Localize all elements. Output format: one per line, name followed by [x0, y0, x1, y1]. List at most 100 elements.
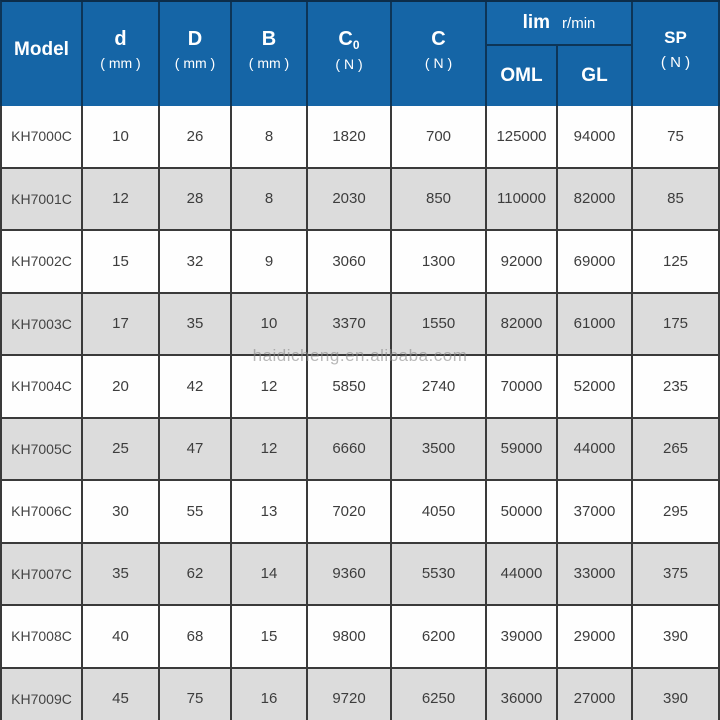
- model-cell: KH7009C: [2, 668, 83, 720]
- value-cell: 15: [83, 231, 160, 292]
- value-cell: 700: [392, 106, 487, 167]
- value-cell: 13: [232, 481, 308, 542]
- header-cell-oml: OML: [487, 46, 558, 106]
- value-cell: 26: [160, 106, 232, 167]
- model-cell: KH7008C: [2, 606, 83, 667]
- value-cell: 375: [633, 543, 720, 604]
- value-cell: 5530: [392, 543, 487, 604]
- model-cell: KH7007C: [2, 543, 83, 604]
- header-label-model: Model: [14, 39, 69, 61]
- value-cell: 6660: [308, 418, 392, 479]
- model-cell: KH7000C: [2, 106, 83, 167]
- model-cell: KH7005C: [2, 418, 83, 479]
- value-cell: 6200: [392, 606, 487, 667]
- value-cell: 28: [160, 168, 232, 229]
- header-unit-B: ( mm ): [248, 55, 290, 72]
- value-cell: 94000: [558, 106, 633, 167]
- header-label-B: B: [261, 28, 277, 51]
- table-row: KH7004C 20 42 12 5850 2740 70000 52000 235: [2, 356, 720, 419]
- value-cell: 5850: [308, 356, 392, 417]
- header-cell-C: C ( N ): [392, 2, 487, 106]
- model-cell: KH7006C: [2, 481, 83, 542]
- value-cell: 16: [232, 668, 308, 720]
- value-cell: 42: [160, 356, 232, 417]
- table-row: KH7009C 45 75 16 9720 6250 36000 27000 390: [2, 668, 720, 720]
- value-cell: 85: [633, 168, 720, 229]
- value-cell: 265: [633, 418, 720, 479]
- header-unit-sp: ( N ): [660, 54, 691, 72]
- table-body: KH7000C 10 26 8 1820 700 125000 94000 75 KH7001C 1…: [0, 106, 720, 720]
- value-cell: 45: [83, 668, 160, 720]
- value-cell: 50000: [487, 481, 558, 542]
- value-cell: 62: [160, 543, 232, 604]
- model-cell: KH7003C: [2, 293, 83, 354]
- value-cell: 4050: [392, 481, 487, 542]
- value-cell: 8: [232, 106, 308, 167]
- value-cell: 69000: [558, 231, 633, 292]
- value-cell: 52000: [558, 356, 633, 417]
- value-cell: 25: [83, 418, 160, 479]
- value-cell: 235: [633, 356, 720, 417]
- header-label-C: C: [431, 28, 446, 51]
- value-cell: 82000: [558, 168, 633, 229]
- header-cell-lim-rpm: lim r/min: [487, 2, 633, 46]
- value-cell: 8: [232, 168, 308, 229]
- header-cell-sp: SP ( N ): [633, 2, 720, 106]
- value-cell: 9360: [308, 543, 392, 604]
- header-unit-d: ( mm ): [100, 55, 141, 72]
- value-cell: 27000: [558, 668, 633, 720]
- table-row: KH7007C 35 62 14 9360 5530 44000 33000 375: [2, 543, 720, 606]
- table-row: KH7006C 30 55 13 7020 4050 50000 37000 295: [2, 481, 720, 544]
- value-cell: 40: [83, 606, 160, 667]
- value-cell: 32: [160, 231, 232, 292]
- header-label-lim: lim: [522, 12, 551, 33]
- table-row: KH7008C 40 68 15 9800 6200 39000 29000 390: [2, 606, 720, 669]
- value-cell: 37000: [558, 481, 633, 542]
- value-cell: 47: [160, 418, 232, 479]
- value-cell: 2030: [308, 168, 392, 229]
- header-unit-C: ( N ): [424, 55, 453, 72]
- table-row: KH7005C 25 47 12 6660 3500 59000 44000 265: [2, 418, 720, 481]
- value-cell: 44000: [558, 418, 633, 479]
- value-cell: 29000: [558, 606, 633, 667]
- value-cell: 33000: [558, 543, 633, 604]
- value-cell: 75: [160, 668, 232, 720]
- value-cell: 7020: [308, 481, 392, 542]
- value-cell: 125000: [487, 106, 558, 167]
- value-cell: 17: [83, 293, 160, 354]
- value-cell: 10: [232, 293, 308, 354]
- value-cell: 75: [633, 106, 720, 167]
- value-cell: 12: [232, 356, 308, 417]
- table-row: KH7000C 10 26 8 1820 700 125000 94000 75: [2, 106, 720, 169]
- value-cell: 3370: [308, 293, 392, 354]
- model-cell: KH7001C: [2, 168, 83, 229]
- header-cell-model: Model: [2, 2, 83, 106]
- value-cell: 44000: [487, 543, 558, 604]
- value-cell: 10: [83, 106, 160, 167]
- value-cell: 850: [392, 168, 487, 229]
- header-label-gl: GL: [581, 65, 608, 87]
- value-cell: 61000: [558, 293, 633, 354]
- value-cell: 82000: [487, 293, 558, 354]
- header-unit-D: ( mm ): [174, 55, 216, 72]
- value-cell: 20: [83, 356, 160, 417]
- value-cell: 1300: [392, 231, 487, 292]
- value-cell: 35: [83, 543, 160, 604]
- value-cell: 14: [232, 543, 308, 604]
- value-cell: 70000: [487, 356, 558, 417]
- value-cell: 1550: [392, 293, 487, 354]
- value-cell: 3060: [308, 231, 392, 292]
- value-cell: 30: [83, 481, 160, 542]
- value-cell: 92000: [487, 231, 558, 292]
- value-cell: 3500: [392, 418, 487, 479]
- table-row: KH7003C 17 35 10 3370 1550 82000 61000 175: [2, 293, 720, 356]
- model-cell: KH7004C: [2, 356, 83, 417]
- value-cell: 6250: [392, 668, 487, 720]
- header-label-sp: SP: [664, 28, 687, 47]
- header-unit-C0: ( N ): [335, 55, 363, 72]
- value-cell: 390: [633, 668, 720, 720]
- value-cell: 12: [83, 168, 160, 229]
- value-cell: 390: [633, 606, 720, 667]
- value-cell: 175: [633, 293, 720, 354]
- value-cell: 15: [232, 606, 308, 667]
